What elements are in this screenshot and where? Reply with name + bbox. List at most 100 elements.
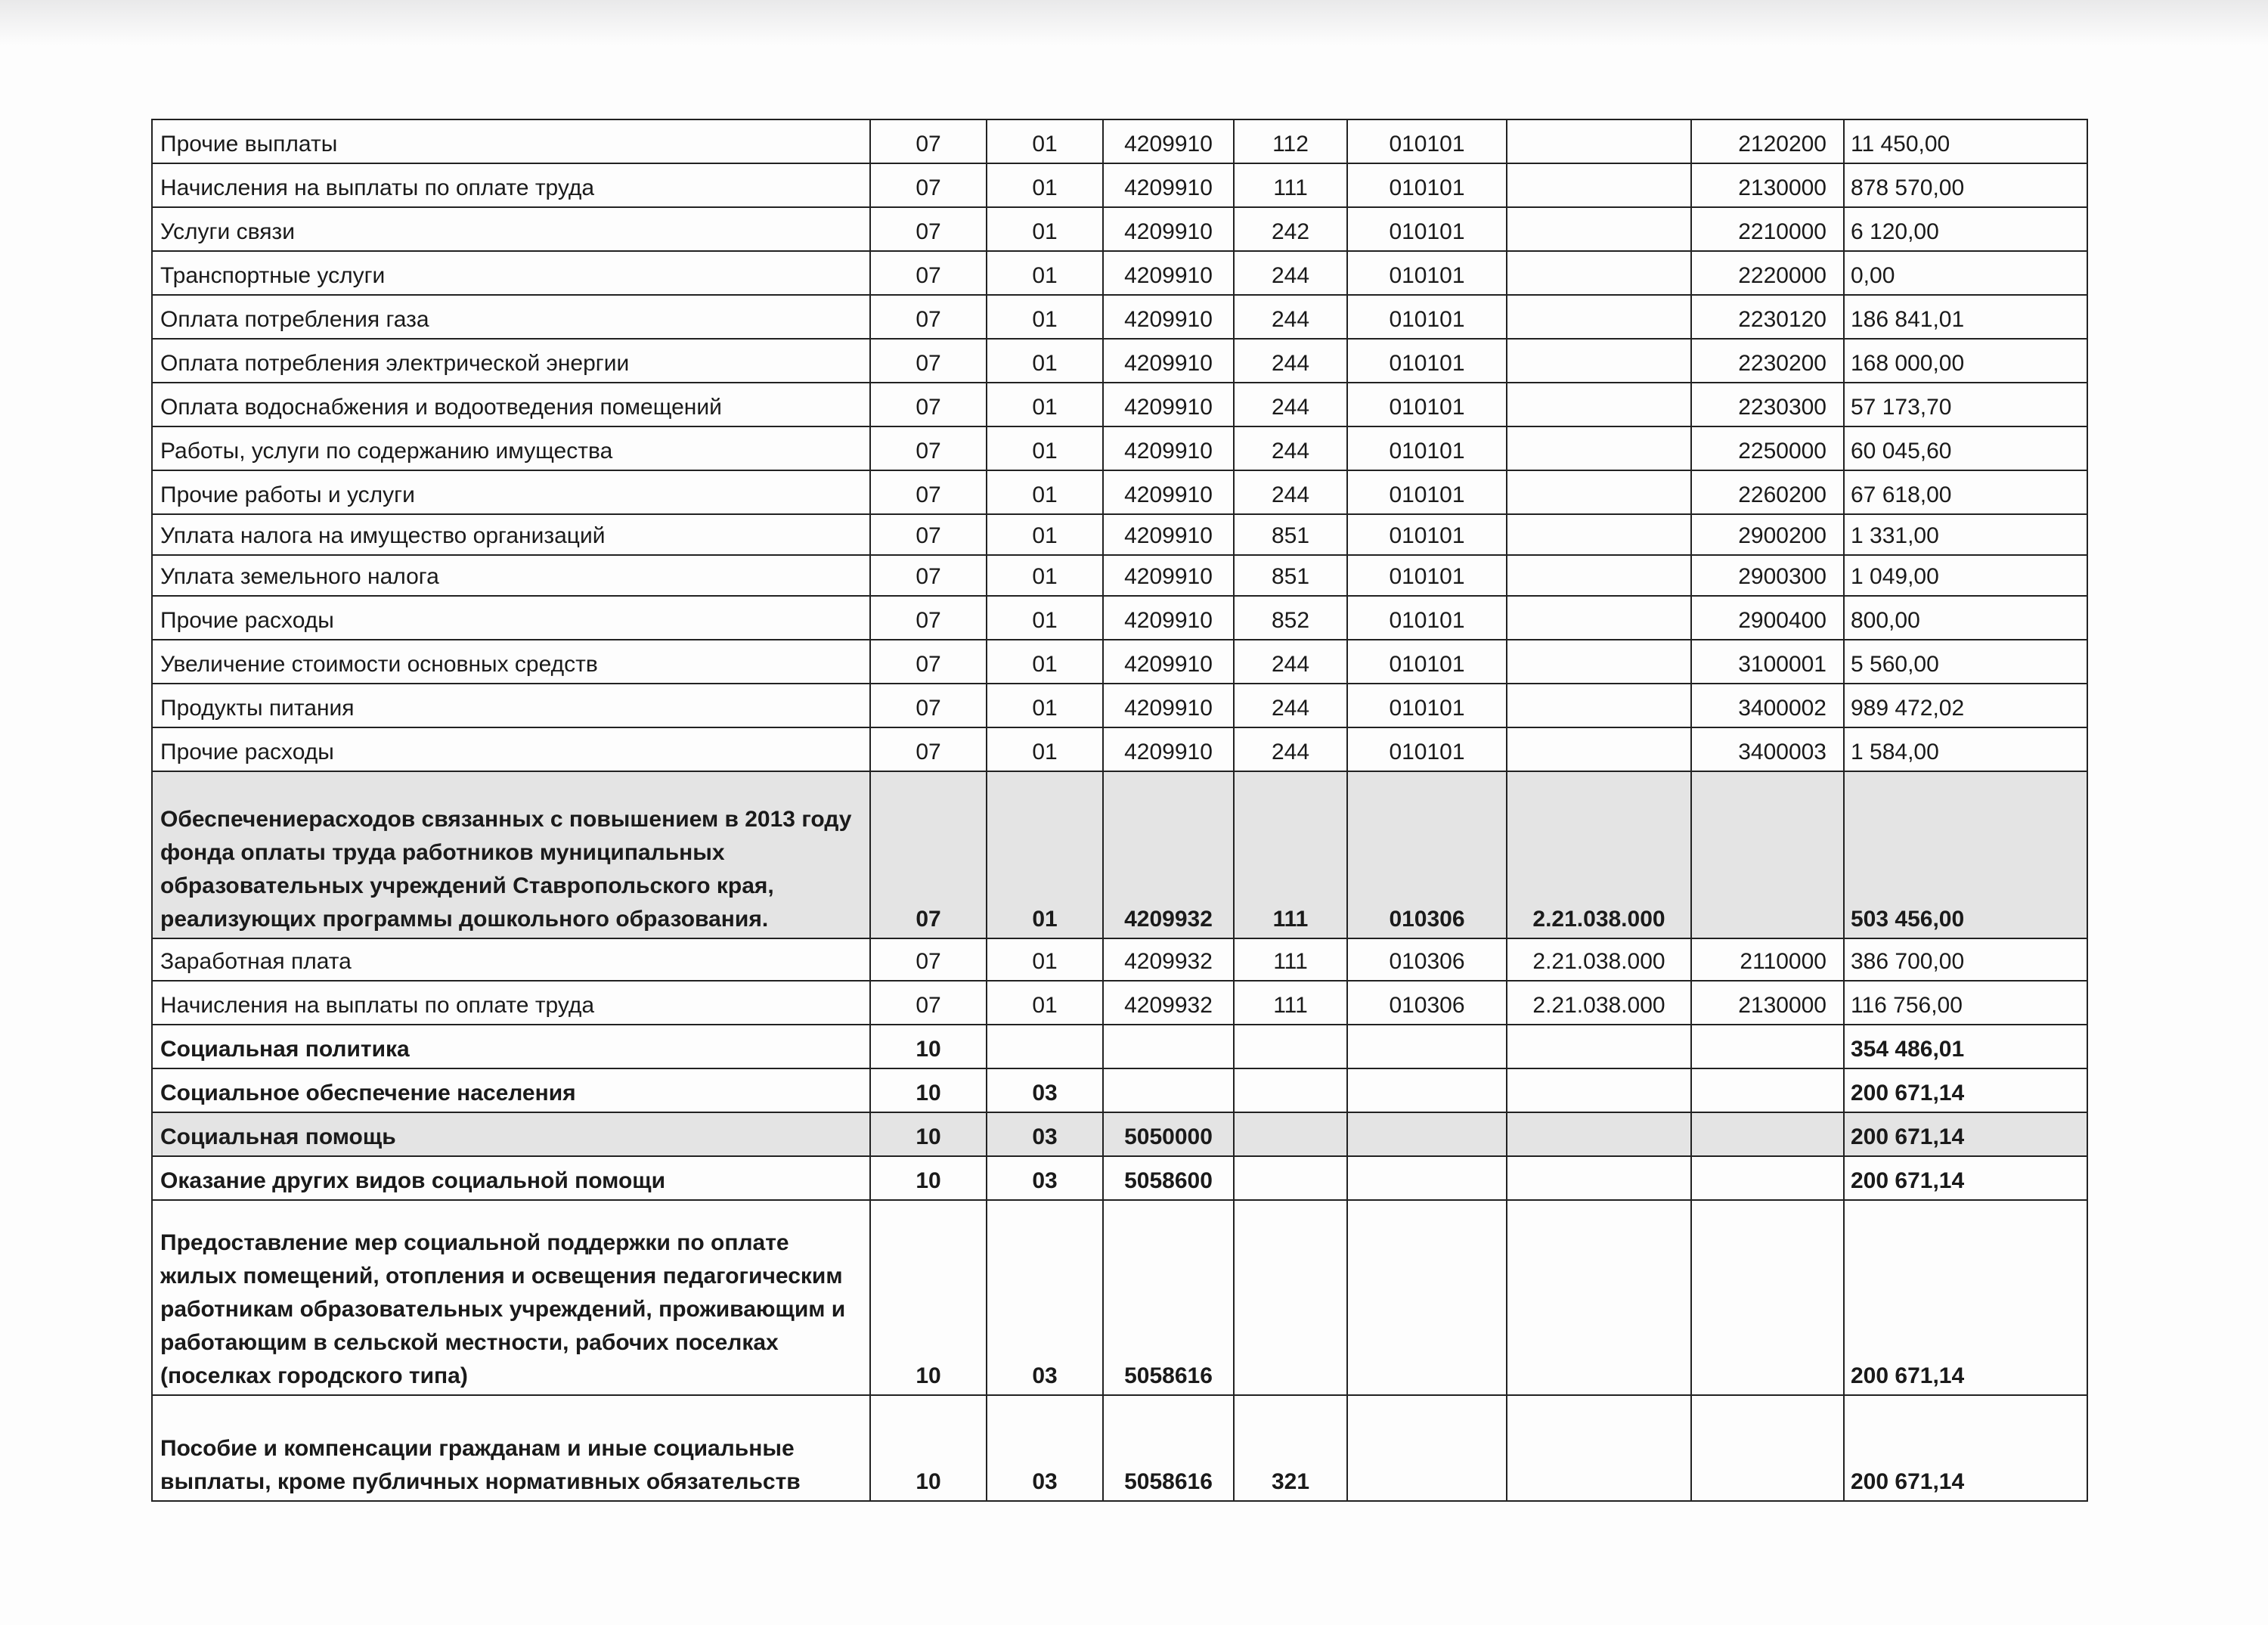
table-row: Продукты питания 07 01 4209910 244 010101 3400… (151, 683, 2088, 728)
row-description-cell: Прочие расходы (151, 595, 871, 640)
amount-cell: 5 560,00 (1843, 639, 2088, 684)
row-description-cell: Продукты питания (151, 683, 871, 728)
section-code-cell: 07 (869, 294, 987, 340)
row-description-cell: Начисления на выплаты по оплате труда (151, 163, 871, 208)
table-row: Пособие и компенсации гражданам и иные с… (151, 1394, 2088, 1502)
expense-type-code-cell: 111 (1233, 163, 1348, 208)
program-code-cell (1506, 1068, 1692, 1113)
classification-code-cell: 010101 (1346, 250, 1507, 296)
amount-cell: 878 570,00 (1843, 163, 2088, 208)
economic-code-cell: 2900400 (1690, 595, 1845, 640)
target-article-code-cell: 5058616 (1102, 1394, 1235, 1502)
classification-code-cell: 010101 (1346, 163, 1507, 208)
subsection-code-cell: 01 (986, 980, 1104, 1025)
subsection-code-cell: 03 (986, 1199, 1104, 1396)
row-description-cell: Предоставление мер социальной поддержки … (151, 1199, 871, 1396)
row-description-cell: Услуги связи (151, 206, 871, 252)
program-code-cell (1506, 727, 1692, 772)
target-article-code-cell: 4209910 (1102, 639, 1235, 684)
table-row: Работы, услуги по содержанию имущества 07… (151, 426, 2088, 471)
amount-cell: 386 700,00 (1843, 938, 2088, 982)
section-code-cell: 07 (869, 338, 987, 383)
classification-code-cell: 010306 (1346, 938, 1507, 982)
target-article-code-cell: 4209910 (1102, 163, 1235, 208)
table-row: Социальная политика 10 354 486,01 (151, 1024, 2088, 1069)
subsection-code-cell: 03 (986, 1068, 1104, 1113)
target-article-code-cell: 4209910 (1102, 294, 1235, 340)
program-code-cell (1506, 639, 1692, 684)
subsection-code-cell: 03 (986, 1155, 1104, 1201)
classification-code-cell: 010101 (1346, 727, 1507, 772)
expense-type-code-cell: 244 (1233, 294, 1348, 340)
program-code-cell (1506, 1024, 1692, 1069)
amount-cell: 57 173,70 (1843, 382, 2088, 427)
subsection-code-cell: 01 (986, 470, 1104, 515)
program-code-cell (1506, 294, 1692, 340)
classification-code-cell: 010101 (1346, 382, 1507, 427)
economic-code-cell (1690, 1155, 1845, 1201)
expense-type-code-cell: 244 (1233, 338, 1348, 383)
target-article-code-cell (1102, 1024, 1235, 1069)
subsection-code-cell: 01 (986, 119, 1104, 164)
economic-code-cell: 2260200 (1690, 470, 1845, 515)
program-code-cell: 2.21.038.000 (1506, 938, 1692, 982)
row-description-cell: Оказание других видов социальной помощи (151, 1155, 871, 1201)
expense-type-code-cell: 111 (1233, 771, 1348, 939)
expense-type-code-cell (1233, 1112, 1348, 1157)
section-code-cell: 10 (869, 1155, 987, 1201)
classification-code-cell (1346, 1199, 1507, 1396)
row-description-cell: Оплата потребления электрической энергии (151, 338, 871, 383)
economic-code-cell: 2230300 (1690, 382, 1845, 427)
table-row: Транспортные услуги 07 01 4209910 244 010101 2… (151, 250, 2088, 296)
program-code-cell (1506, 595, 1692, 640)
amount-cell: 1 049,00 (1843, 554, 2088, 597)
amount-cell: 200 671,14 (1843, 1155, 2088, 1201)
subsection-code-cell: 01 (986, 382, 1104, 427)
row-description-cell: Социальная политика (151, 1024, 871, 1069)
row-description-cell: Транспортные услуги (151, 250, 871, 296)
program-code-cell (1506, 338, 1692, 383)
target-article-code-cell: 4209910 (1102, 206, 1235, 252)
row-description-cell: Социальное обеспечение населения (151, 1068, 871, 1113)
row-description-cell: Увеличение стоимости основных средств (151, 639, 871, 684)
row-description-cell: Уплата земельного налога (151, 554, 871, 597)
table-row: Предоставление мер социальной поддержки … (151, 1199, 2088, 1396)
expense-type-code-cell: 111 (1233, 980, 1348, 1025)
subsection-code-cell: 01 (986, 250, 1104, 296)
row-description-cell: Оплата потребления газа (151, 294, 871, 340)
section-code-cell: 07 (869, 771, 987, 939)
economic-code-cell (1690, 1112, 1845, 1157)
classification-code-cell: 010101 (1346, 470, 1507, 515)
row-description-cell: Социальная помощь (151, 1112, 871, 1157)
amount-cell: 67 618,00 (1843, 470, 2088, 515)
expense-type-code-cell: 242 (1233, 206, 1348, 252)
expense-type-code-cell: 244 (1233, 683, 1348, 728)
section-code-cell: 07 (869, 250, 987, 296)
table-row: Уплата налога на имущество организаций 07… (151, 513, 2088, 556)
amount-cell: 200 671,14 (1843, 1112, 2088, 1157)
target-article-code-cell: 4209910 (1102, 683, 1235, 728)
table-row: Оплата потребления газа 07 01 4209910 244 010… (151, 294, 2088, 340)
subsection-code-cell: 01 (986, 639, 1104, 684)
economic-code-cell: 2130000 (1690, 980, 1845, 1025)
table-row: Заработная плата 07 01 4209932 111 010306 2.21… (151, 938, 2088, 982)
section-code-cell: 10 (869, 1068, 987, 1113)
expense-type-code-cell: 244 (1233, 250, 1348, 296)
target-article-code-cell: 4209910 (1102, 513, 1235, 556)
target-article-code-cell: 4209910 (1102, 470, 1235, 515)
subsection-code-cell: 01 (986, 294, 1104, 340)
expense-type-code-cell: 321 (1233, 1394, 1348, 1502)
classification-code-cell: 010101 (1346, 338, 1507, 383)
economic-code-cell (1690, 1199, 1845, 1396)
budget-table: Прочие выплаты 07 01 4209910 112 010101 212020… (151, 119, 2088, 1502)
amount-cell: 60 045,60 (1843, 426, 2088, 471)
program-code-cell (1506, 119, 1692, 164)
expense-type-code-cell: 244 (1233, 470, 1348, 515)
subsection-code-cell: 01 (986, 727, 1104, 772)
classification-code-cell: 010101 (1346, 206, 1507, 252)
classification-code-cell: 010101 (1346, 294, 1507, 340)
target-article-code-cell: 4209910 (1102, 338, 1235, 383)
amount-cell: 200 671,14 (1843, 1068, 2088, 1113)
table-row: Оплата водоснабжения и водоотведения пом… (151, 382, 2088, 427)
section-code-cell: 07 (869, 119, 987, 164)
